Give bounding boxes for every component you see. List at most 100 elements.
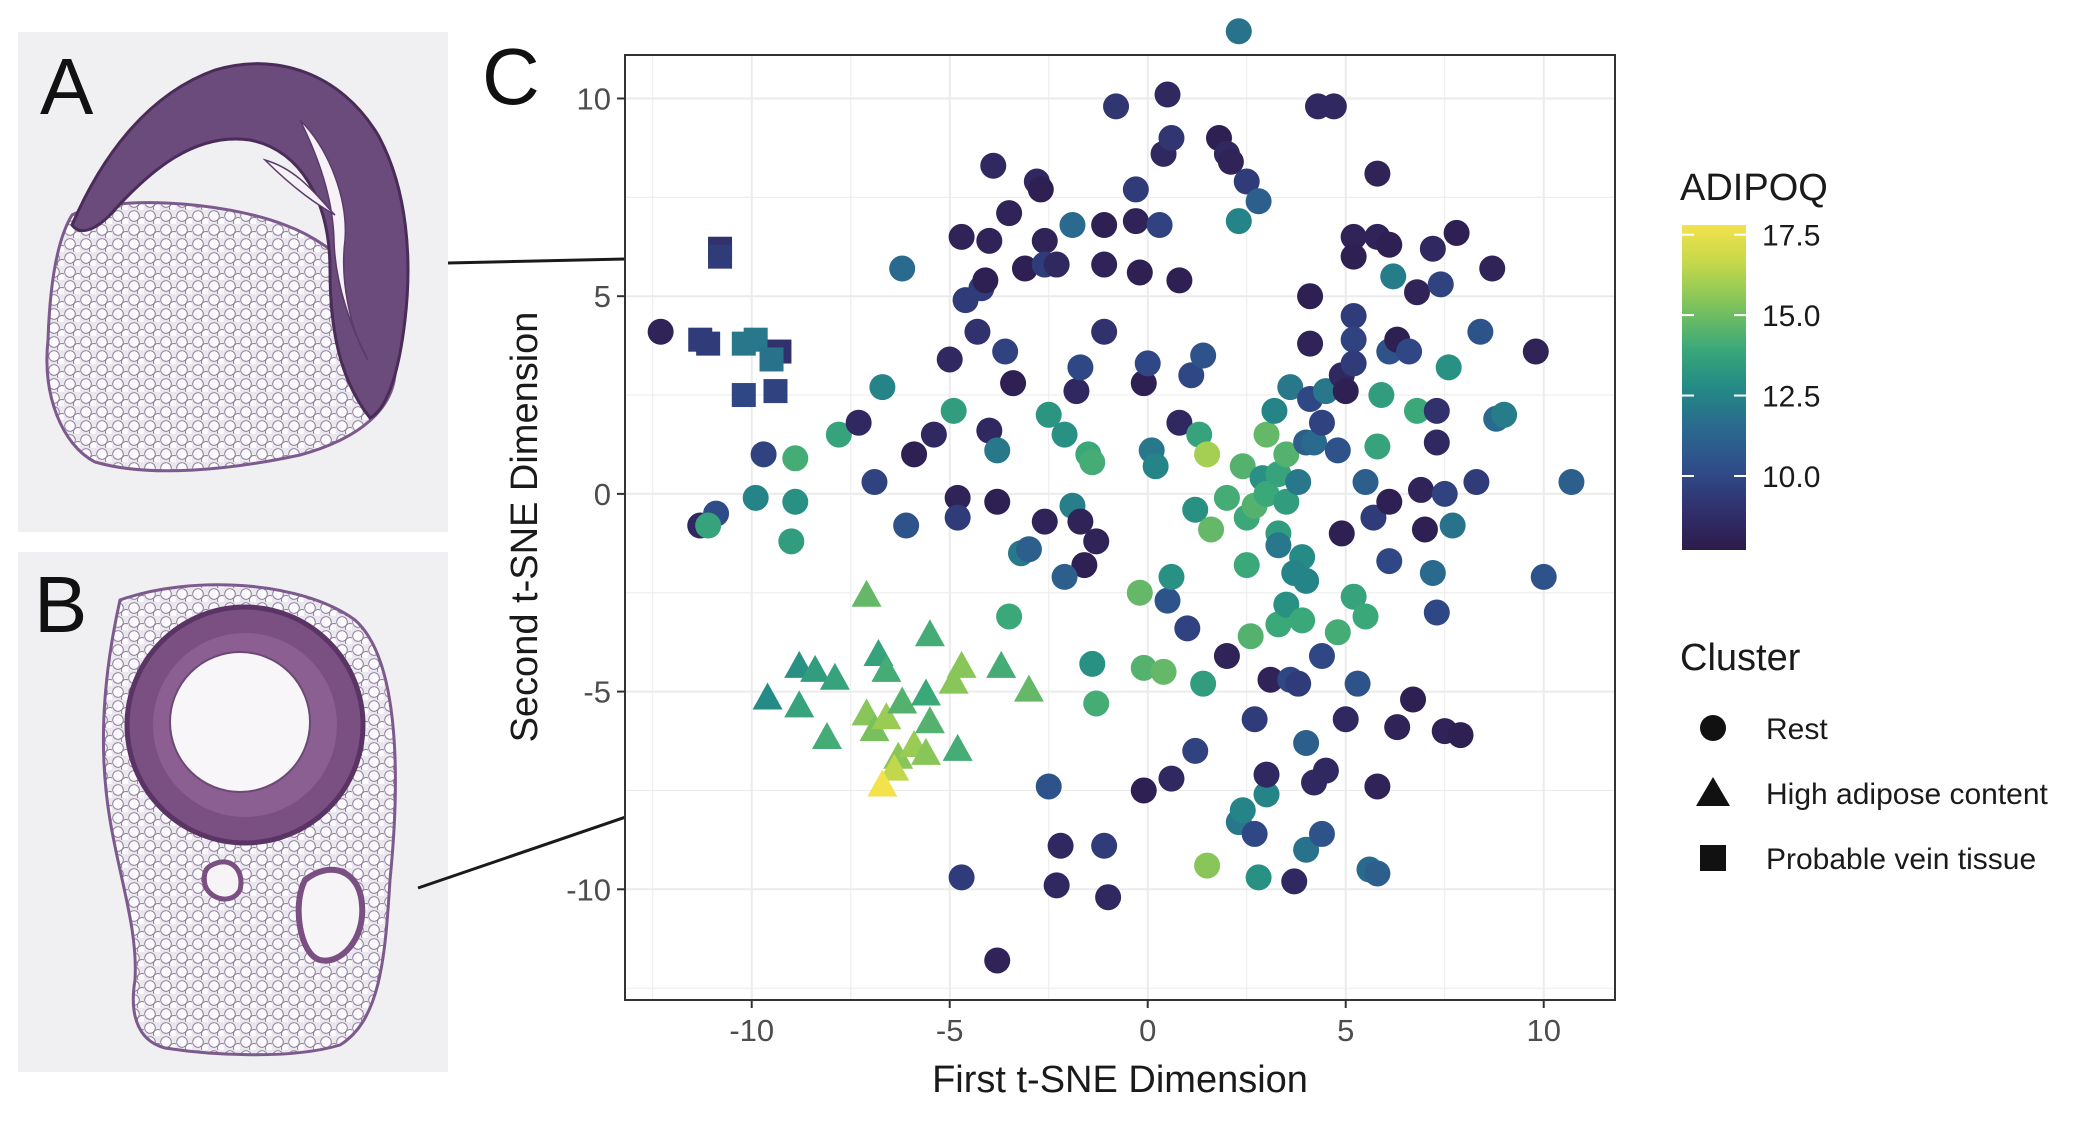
point-rest bbox=[1166, 267, 1193, 294]
y-tick-label: 5 bbox=[594, 279, 611, 314]
point-rest bbox=[1158, 125, 1185, 152]
point-rest bbox=[1463, 469, 1490, 496]
point-rest bbox=[1407, 476, 1434, 503]
point-rest bbox=[1174, 615, 1201, 642]
point-rest bbox=[1217, 148, 1244, 175]
point-rest bbox=[1150, 658, 1177, 685]
point-rest bbox=[1443, 219, 1470, 246]
point-rest bbox=[893, 512, 920, 539]
point-high-adipose bbox=[851, 579, 882, 607]
point-rest bbox=[1158, 765, 1185, 792]
point-rest bbox=[1376, 488, 1403, 515]
color-legend: ADIPOQ 10.0 12.5 15.0 17.5 bbox=[1680, 167, 1828, 550]
point-rest bbox=[1400, 686, 1427, 713]
point-vein-tissue bbox=[708, 244, 733, 269]
point-rest bbox=[695, 512, 722, 539]
plot-ticks: -10 -5 0 5 10 -10 -5 0 5 10 bbox=[566, 81, 1561, 1048]
point-rest bbox=[984, 437, 1011, 464]
point-rest bbox=[647, 318, 674, 345]
y-tick-label: 0 bbox=[594, 477, 611, 512]
point-vein-tissue bbox=[696, 331, 721, 356]
point-rest bbox=[1281, 868, 1308, 895]
point-rest bbox=[1035, 401, 1062, 428]
point-rest bbox=[944, 484, 971, 511]
point-rest bbox=[996, 200, 1023, 227]
point-rest bbox=[976, 417, 1003, 444]
panel-b-label: B bbox=[34, 560, 87, 649]
panel-b: B bbox=[18, 552, 448, 1072]
point-high-adipose bbox=[752, 682, 783, 710]
point-rest bbox=[1352, 469, 1379, 496]
point-rest bbox=[992, 338, 1019, 365]
plot-points bbox=[647, 18, 1585, 974]
point-rest bbox=[940, 397, 967, 424]
point-rest bbox=[936, 346, 963, 373]
point-rest bbox=[1467, 318, 1494, 345]
point-rest bbox=[1364, 160, 1391, 187]
point-high-adipose bbox=[938, 666, 969, 694]
point-high-adipose bbox=[871, 654, 902, 682]
point-high-adipose bbox=[887, 686, 918, 714]
point-rest bbox=[1404, 279, 1430, 306]
point-rest bbox=[1035, 773, 1062, 800]
point-rest bbox=[976, 227, 1003, 254]
plot-panel-border bbox=[624, 54, 1616, 1001]
point-rest bbox=[1360, 504, 1387, 531]
point-rest bbox=[1146, 212, 1173, 239]
point-rest bbox=[984, 947, 1011, 974]
point-rest bbox=[1091, 212, 1118, 239]
point-rest bbox=[869, 374, 896, 401]
point-rest bbox=[1308, 409, 1335, 436]
point-rest bbox=[1095, 884, 1122, 911]
point-rest bbox=[984, 488, 1011, 515]
point-rest bbox=[1091, 251, 1118, 278]
point-rest bbox=[1423, 429, 1450, 456]
y-tick-label: -10 bbox=[566, 872, 611, 907]
point-rest bbox=[1091, 318, 1118, 345]
panel-a-lumen bbox=[299, 119, 369, 361]
point-rest bbox=[901, 441, 928, 468]
point-rest bbox=[1225, 18, 1252, 45]
point-rest bbox=[1043, 872, 1070, 899]
point-rest bbox=[1312, 757, 1339, 784]
panel-c-label: C bbox=[482, 32, 540, 121]
point-rest bbox=[1253, 480, 1280, 507]
x-tick-label: 5 bbox=[1337, 1013, 1354, 1048]
point-rest bbox=[1364, 433, 1391, 460]
point-rest bbox=[1071, 552, 1098, 579]
point-rest bbox=[1253, 761, 1280, 788]
point-rest bbox=[1376, 231, 1403, 258]
point-rest bbox=[1308, 643, 1335, 670]
point-rest bbox=[948, 864, 975, 891]
point-rest bbox=[1237, 623, 1264, 650]
point-rest bbox=[1229, 797, 1256, 824]
point-rest bbox=[1479, 255, 1506, 282]
colorbar-tick-label: 10.0 bbox=[1762, 461, 1820, 494]
point-rest bbox=[1198, 516, 1225, 543]
point-high-adipose bbox=[879, 753, 910, 781]
point-rest bbox=[1130, 777, 1157, 804]
point-rest bbox=[845, 409, 872, 436]
point-rest bbox=[1265, 611, 1292, 638]
point-rest bbox=[1530, 563, 1557, 590]
point-rest bbox=[742, 484, 769, 511]
point-rest bbox=[1122, 176, 1149, 203]
point-rest bbox=[1154, 81, 1181, 108]
point-rest bbox=[944, 504, 971, 531]
point-rest bbox=[1229, 453, 1256, 480]
colorbar-tick-label: 15.0 bbox=[1762, 300, 1820, 333]
shape-legend-title: Cluster bbox=[1680, 637, 1801, 679]
point-high-adipose bbox=[910, 737, 941, 765]
point-rest bbox=[1435, 354, 1462, 381]
x-tick-label: 0 bbox=[1139, 1013, 1156, 1048]
point-high-adipose bbox=[819, 662, 850, 690]
point-rest bbox=[1273, 591, 1300, 618]
x-tick-label: -5 bbox=[936, 1013, 964, 1048]
point-rest bbox=[1182, 496, 1209, 523]
point-rest bbox=[1241, 820, 1268, 847]
point-rest bbox=[1285, 469, 1312, 496]
point-high-adipose bbox=[946, 650, 977, 678]
point-rest bbox=[964, 318, 991, 345]
point-rest bbox=[1194, 852, 1221, 879]
point-rest bbox=[1126, 579, 1153, 606]
